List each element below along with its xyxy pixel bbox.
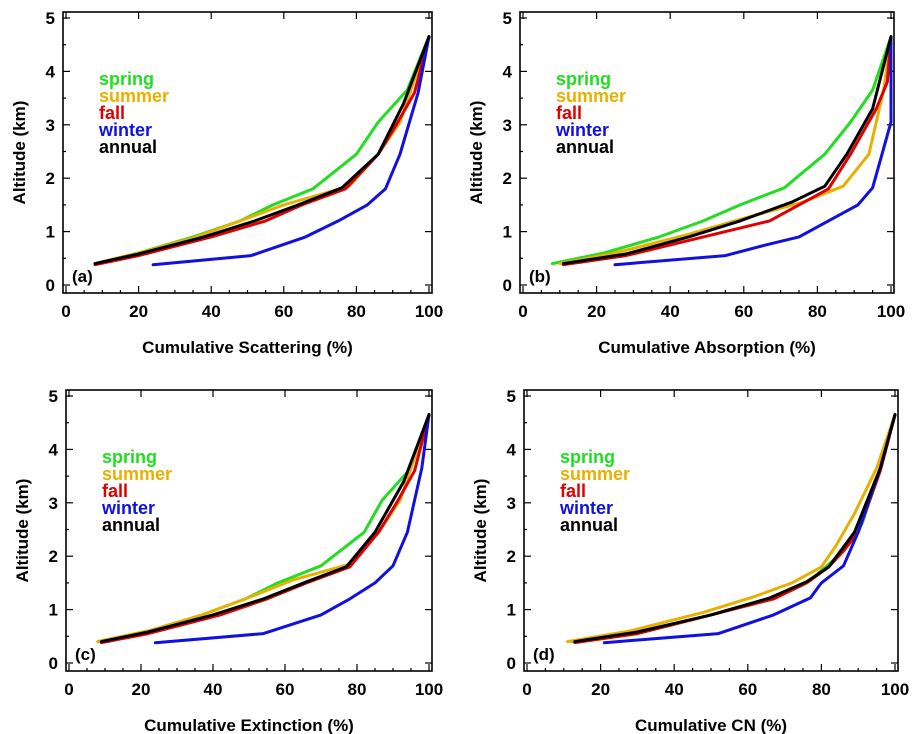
x-tick-label: 80 — [808, 302, 827, 321]
y-tick-label: 1 — [507, 601, 516, 620]
y-tick-label: 2 — [46, 169, 55, 188]
y-tick-label: 0 — [507, 654, 516, 673]
legend-label-spring: spring — [560, 447, 615, 467]
y-tick-label: 1 — [49, 601, 58, 620]
legend-label-summer: summer — [99, 86, 169, 106]
y-tick-label: 2 — [49, 547, 58, 566]
y-tick-label: 4 — [503, 62, 513, 81]
legend-label-fall: fall — [560, 481, 586, 501]
y-tick-label: 5 — [507, 387, 516, 406]
panel-label: (c) — [75, 645, 96, 664]
x-tick-label: 0 — [64, 680, 73, 699]
chart-panel-1: 0 20 40 60 80 100 0 1 2 3 4 5 Cumulative Scattering … — [10, 9, 443, 357]
x-axis-label: Cumulative Absorption (%) — [598, 338, 816, 357]
series-line-fall — [93, 35, 431, 267]
legend-label-winter: winter — [98, 120, 152, 140]
y-tick-label: 5 — [46, 9, 55, 28]
series-line-winter — [613, 35, 893, 267]
legend-label-spring: spring — [556, 69, 611, 89]
legend-label-spring: spring — [102, 447, 157, 467]
series-line-winter — [153, 413, 431, 645]
y-tick-label: 0 — [46, 276, 55, 295]
panel-label: (b) — [529, 267, 551, 286]
legend-label-fall: fall — [99, 103, 125, 123]
y-tick-label: 5 — [503, 9, 512, 28]
legend-label-annual: annual — [99, 137, 157, 157]
series-line-spring — [550, 35, 893, 266]
series-line-summer — [566, 413, 897, 644]
x-tick-label: 100 — [877, 302, 905, 321]
chart-panel-2: 0 20 40 60 80 100 0 1 2 3 4 5 Cumulative Absorption … — [467, 9, 905, 357]
x-tick-label: 100 — [881, 680, 909, 699]
y-axis-label: Altitude (km) — [13, 479, 32, 583]
y-tick-label: 3 — [503, 116, 512, 135]
y-tick-label: 1 — [46, 223, 55, 242]
legend-label-annual: annual — [556, 137, 614, 157]
x-tick-label: 20 — [129, 302, 148, 321]
panel-label: (a) — [72, 267, 93, 286]
x-tick-label: 40 — [661, 302, 680, 321]
legend-label-summer: summer — [102, 464, 172, 484]
x-tick-label: 60 — [276, 680, 295, 699]
x-tick-label: 80 — [812, 680, 831, 699]
x-tick-label: 0 — [518, 302, 527, 321]
x-tick-label: 100 — [415, 680, 443, 699]
x-tick-label: 80 — [348, 680, 367, 699]
y-tick-label: 4 — [507, 440, 517, 459]
x-tick-label: 60 — [738, 680, 757, 699]
legend-label-winter: winter — [555, 120, 609, 140]
y-axis-label: Altitude (km) — [467, 101, 486, 205]
x-tick-label: 20 — [591, 680, 610, 699]
x-tick-label: 0 — [61, 302, 70, 321]
chart-panel-3: 0 20 40 60 80 100 0 1 2 3 4 5 Cumulative Extinction … — [13, 387, 443, 734]
series-line-winter — [151, 35, 431, 267]
series-line-annual — [573, 413, 897, 644]
x-tick-label: 20 — [587, 302, 606, 321]
y-tick-label: 5 — [49, 387, 58, 406]
legend-label-fall: fall — [102, 481, 128, 501]
legend-label-fall: fall — [556, 103, 582, 123]
x-tick-label: 40 — [202, 302, 221, 321]
series-line-winter — [602, 413, 897, 645]
y-tick-label: 4 — [49, 440, 59, 459]
y-tick-label: 0 — [503, 276, 512, 295]
x-tick-label: 40 — [204, 680, 223, 699]
legend-label-annual: annual — [560, 515, 618, 535]
y-tick-label: 0 — [49, 654, 58, 673]
x-tick-label: 60 — [734, 302, 753, 321]
panel-label: (d) — [533, 645, 555, 664]
legend-label-winter: winter — [101, 498, 155, 518]
y-tick-label: 3 — [49, 494, 58, 513]
legend-label-winter: winter — [559, 498, 613, 518]
y-tick-label: 3 — [46, 116, 55, 135]
x-axis-label: Cumulative CN (%) — [635, 716, 787, 734]
y-tick-label: 2 — [503, 169, 512, 188]
y-tick-label: 2 — [507, 547, 516, 566]
series-line-annual — [562, 35, 893, 266]
x-tick-label: 0 — [522, 680, 531, 699]
y-axis-label: Altitude (km) — [471, 479, 490, 583]
x-tick-label: 20 — [132, 680, 151, 699]
legend-label-summer: summer — [556, 86, 626, 106]
y-tick-label: 3 — [507, 494, 516, 513]
x-tick-label: 40 — [665, 680, 684, 699]
series-line-annual — [99, 413, 431, 644]
y-tick-label: 4 — [46, 62, 56, 81]
series-line-annual — [93, 35, 431, 266]
x-tick-label: 100 — [415, 302, 443, 321]
x-tick-label: 60 — [274, 302, 293, 321]
series-line-fall — [562, 35, 893, 267]
legend-label-summer: summer — [560, 464, 630, 484]
legend-label-spring: spring — [99, 69, 154, 89]
x-axis-label: Cumulative Scattering (%) — [142, 338, 353, 357]
x-tick-label: 80 — [347, 302, 366, 321]
y-axis-label: Altitude (km) — [10, 101, 29, 205]
chart-panel-4: 0 20 40 60 80 100 0 1 2 3 4 5 Cumulative CN (%) Altit… — [471, 387, 909, 734]
legend-label-annual: annual — [102, 515, 160, 535]
x-axis-label: Cumulative Extinction (%) — [144, 716, 354, 734]
y-tick-label: 1 — [503, 223, 512, 242]
